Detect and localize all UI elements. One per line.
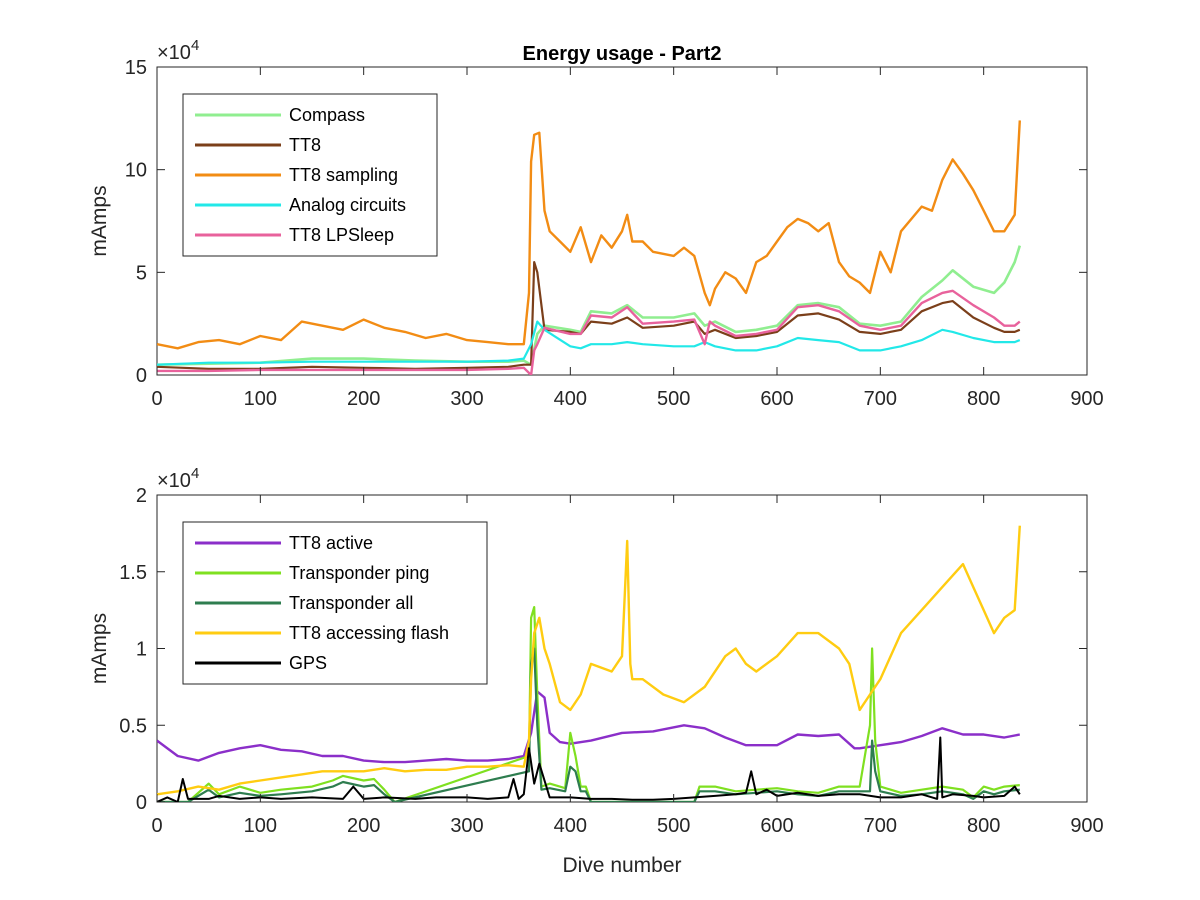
- legend-label: Analog circuits: [289, 195, 406, 215]
- legend-label: Compass: [289, 105, 365, 125]
- y-tick-label: 0.5: [119, 715, 147, 737]
- x-tick-label: 400: [554, 388, 587, 410]
- x-tick-label: 900: [1070, 388, 1103, 410]
- x-tick-label: 500: [657, 815, 690, 837]
- legend-label: TT8: [289, 135, 321, 155]
- series-line-analog-circuits: [157, 320, 1021, 366]
- series-line-gps: [157, 736, 1021, 802]
- x-tick-label: 300: [450, 815, 483, 837]
- legend-label: TT8 active: [289, 533, 373, 553]
- legend: TT8 active Transponder ping Transponder al…: [182, 521, 488, 685]
- y-multiplier-exponent: 4: [191, 37, 199, 54]
- legend-label: Transponder all: [289, 593, 413, 613]
- x-tick-label: 0: [151, 388, 162, 410]
- bottom-chart-panel: 0 100 200 300 400 500 600 700 800 900 0 0.5 1 1.5 2 ×10…: [88, 465, 1104, 877]
- legend: Compass TT8 TT8 sampling Analog circuits TT8…: [182, 93, 438, 257]
- top-chart-panel: 0 100 200 300 400 500 600 700 800 900 0 5 10 15 ×104 En…: [88, 37, 1104, 410]
- y-tick-label: 2: [136, 485, 147, 507]
- legend-label: TT8 LPSleep: [289, 225, 394, 245]
- series-line-tt8-accessing-flash: [157, 525, 1021, 796]
- series-line-transponder-ping: [157, 605, 1020, 802]
- x-tick-label: 200: [347, 388, 380, 410]
- series-line-transponder-all: [157, 647, 1020, 802]
- y-multiplier-exponent: 4: [191, 465, 199, 482]
- legend-label: TT8 accessing flash: [289, 623, 449, 643]
- x-tick-label: 700: [864, 815, 897, 837]
- series-group: [157, 525, 1021, 802]
- legend-label: Transponder ping: [289, 563, 429, 583]
- x-tick-label: 100: [244, 388, 277, 410]
- y-multiplier-label: ×104: [157, 37, 199, 64]
- y-tick-label: 10: [125, 160, 147, 182]
- x-tick-label: 300: [450, 388, 483, 410]
- x-tick-label: 500: [657, 388, 690, 410]
- series-line-tt8: [157, 261, 1021, 370]
- y-multiplier-base: ×10: [157, 42, 191, 64]
- x-tick-label: 800: [967, 815, 1000, 837]
- x-tick-label: 0: [151, 815, 162, 837]
- legend-label: GPS: [289, 653, 327, 673]
- y-multiplier-label: ×104: [157, 465, 199, 492]
- x-tick-label: 900: [1070, 815, 1103, 837]
- x-axis-label: Dive number: [562, 854, 681, 877]
- legend-label: TT8 sampling: [289, 165, 398, 185]
- y-multiplier-base: ×10: [157, 470, 191, 492]
- legend-box: [182, 521, 488, 685]
- y-tick-label: 0: [136, 365, 147, 387]
- series-line-tt8-active: [157, 690, 1021, 764]
- series-group: [157, 120, 1022, 375]
- series-line-tt8-sampling: [157, 120, 1021, 350]
- y-axis-label: mAmps: [88, 613, 111, 684]
- chart-title: Energy usage - Part2: [523, 43, 722, 65]
- y-tick-label: 15: [125, 57, 147, 79]
- y-tick-label: 0: [136, 792, 147, 814]
- y-tick-label: 5: [136, 262, 147, 284]
- y-tick-label: 1: [136, 639, 147, 661]
- x-tick-label: 100: [244, 815, 277, 837]
- y-tick-label: 1.5: [119, 562, 147, 584]
- x-tick-label: 600: [760, 815, 793, 837]
- x-tick-label: 200: [347, 815, 380, 837]
- series-line-tt8-lpsleep: [157, 289, 1021, 375]
- x-tick-label: 700: [864, 388, 897, 410]
- x-tick-label: 600: [760, 388, 793, 410]
- x-tick-label: 400: [554, 815, 587, 837]
- x-tick-label: 800: [967, 388, 1000, 410]
- y-axis-label: mAmps: [88, 185, 111, 256]
